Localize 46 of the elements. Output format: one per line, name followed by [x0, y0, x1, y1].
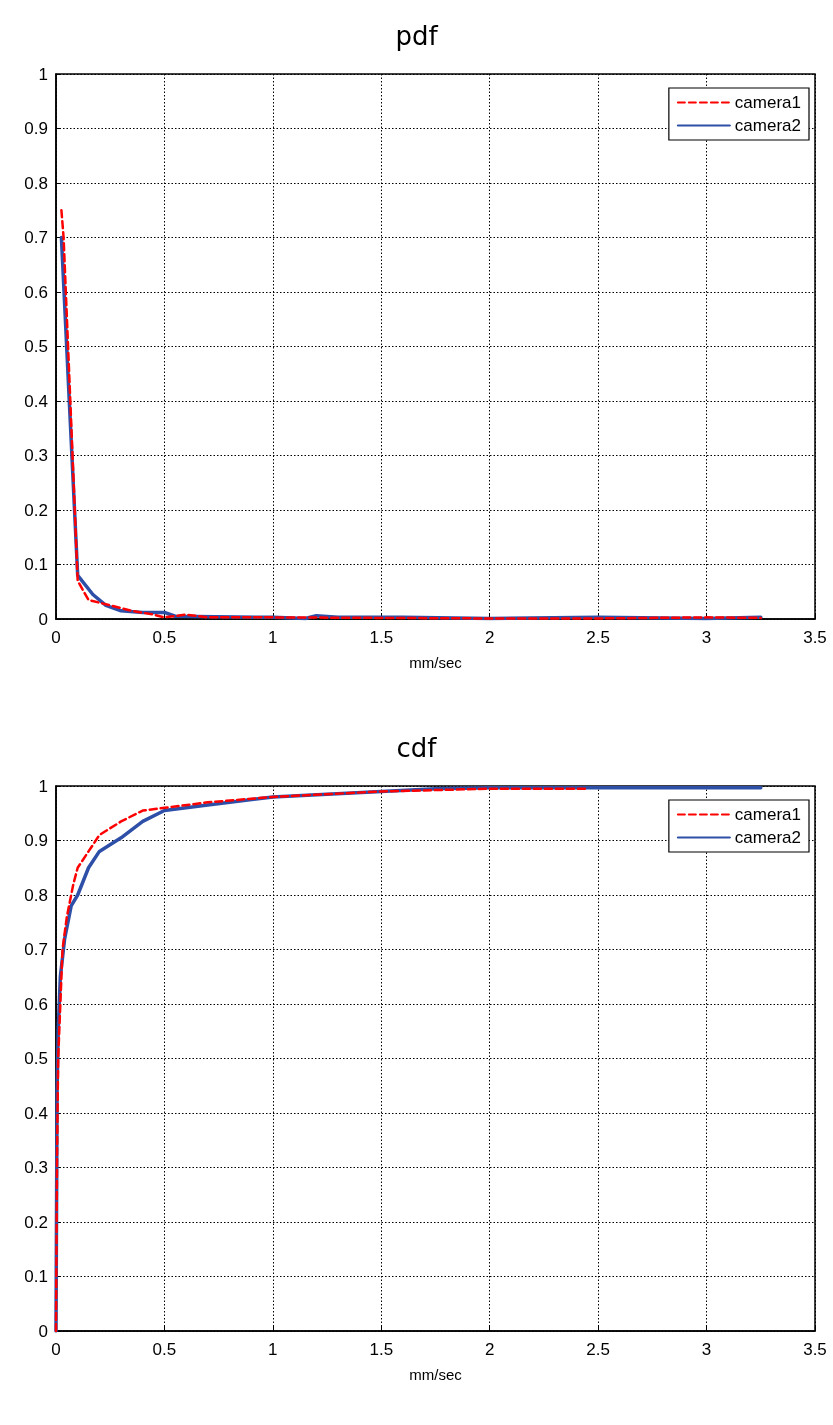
y-tick-label: 0.8: [24, 173, 48, 193]
x-axis-title: mm/sec: [409, 1366, 463, 1383]
y-tick-label: 0.8: [24, 885, 48, 905]
x-tick-label: 2.5: [586, 628, 610, 647]
x-tick-label: 0.5: [152, 1340, 177, 1359]
x-axis-title: mm/sec: [409, 654, 463, 671]
y-tick-label: 0.7: [24, 228, 48, 247]
x-tick-label: 3.5: [803, 628, 827, 647]
y-tick-label: 0: [38, 1321, 48, 1341]
x-tick-label: 1.5: [369, 628, 394, 647]
y-tick-label: 1: [38, 776, 48, 796]
chart-title: cdf: [396, 733, 438, 763]
legend-label: camera2: [734, 828, 801, 847]
x-tick-label: 0: [51, 1340, 61, 1359]
y-tick-label: 0.6: [24, 994, 48, 1014]
y-tick-label: 0.3: [24, 446, 48, 465]
y-tick-label: 0.7: [24, 940, 48, 959]
x-tick-label: 3.5: [803, 1340, 827, 1359]
y-tick-label: 0.2: [24, 1212, 48, 1232]
y-tick-label: 0.9: [24, 119, 48, 138]
y-tick-label: 0.9: [24, 831, 48, 850]
legend-label: camera1: [734, 93, 801, 112]
x-tick-label: 1: [268, 1340, 278, 1359]
y-tick-label: 0.3: [24, 1158, 48, 1177]
x-tick-label: 0.5: [152, 628, 177, 647]
legend-label: camera1: [734, 805, 801, 824]
legend-label: camera2: [734, 116, 801, 135]
y-tick-label: 1: [38, 64, 48, 84]
y-tick-label: 0.1: [24, 1267, 48, 1286]
x-tick-label: 2.5: [586, 1340, 610, 1359]
y-tick-label: 0.5: [24, 337, 48, 356]
y-tick-label: 0.5: [24, 1049, 48, 1068]
x-tick-label: 1: [268, 628, 278, 647]
x-tick-label: 2: [484, 628, 495, 647]
y-tick-label: 0.1: [24, 555, 48, 574]
x-tick-label: 0: [51, 628, 61, 647]
y-tick-label: 0.4: [24, 391, 48, 411]
x-tick-label: 2: [484, 1340, 495, 1359]
x-tick-label: 1.5: [369, 1340, 394, 1359]
chart-title: pdf: [395, 21, 439, 51]
x-tick-label: 3: [701, 628, 712, 647]
y-tick-label: 0.4: [24, 1103, 48, 1123]
y-tick-label: 0.2: [24, 500, 48, 520]
y-tick-label: 0.6: [24, 282, 48, 302]
x-tick-label: 3: [701, 1340, 712, 1359]
y-tick-label: 0: [38, 609, 48, 629]
